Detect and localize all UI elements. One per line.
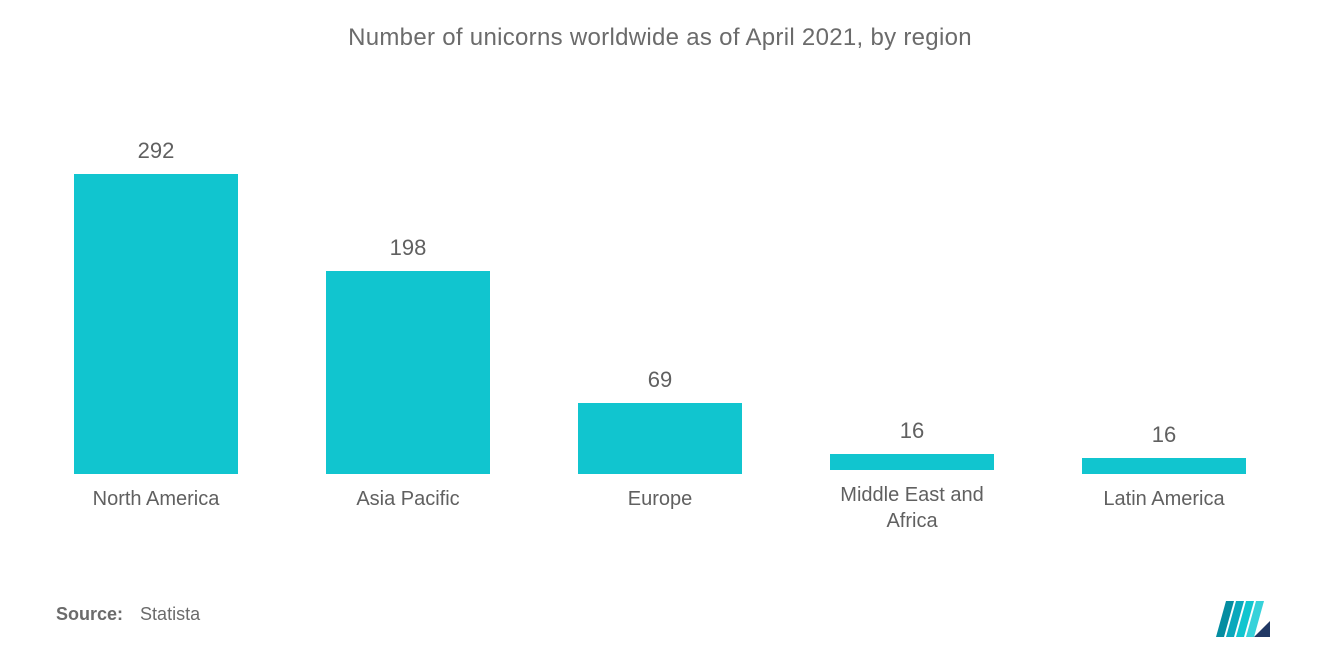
bar-category-label: Latin America — [1103, 486, 1224, 534]
bar-category-label: Middle East and Africa — [816, 482, 1008, 534]
bar — [578, 403, 741, 474]
bar — [74, 174, 237, 474]
bar-category-label: Europe — [628, 486, 693, 534]
bar — [326, 271, 489, 474]
source-attribution: Source: Statista — [50, 604, 1270, 625]
bar — [830, 454, 993, 470]
bar-value-label: 198 — [390, 235, 427, 261]
bar-category-label: Asia Pacific — [356, 486, 459, 534]
source-label: Source: — [56, 604, 123, 624]
chart-title: Number of unicorns worldwide as of April… — [50, 24, 1270, 52]
bar-category-label: North America — [93, 486, 220, 534]
bar-value-label: 16 — [1152, 422, 1176, 448]
bar-value-label: 292 — [138, 138, 175, 164]
bar-plot-area: 292 North America 198 Asia Pacific 69 Europe 1… — [50, 112, 1270, 544]
bar-column: 16 Latin America — [1068, 422, 1260, 534]
bar-column: 292 North America — [60, 138, 252, 534]
bar-column: 69 Europe — [564, 367, 756, 534]
bar-value-label: 69 — [648, 367, 672, 393]
logo-stripes — [1216, 601, 1264, 637]
bar — [1082, 458, 1245, 474]
bar-value-label: 16 — [900, 418, 924, 444]
bar-column: 16 Middle East and Africa — [816, 418, 1008, 534]
brand-logo-icon — [1216, 601, 1270, 637]
bar-column: 198 Asia Pacific — [312, 235, 504, 534]
chart-container: Number of unicorns worldwide as of April… — [0, 0, 1320, 665]
source-name: Statista — [140, 604, 200, 624]
